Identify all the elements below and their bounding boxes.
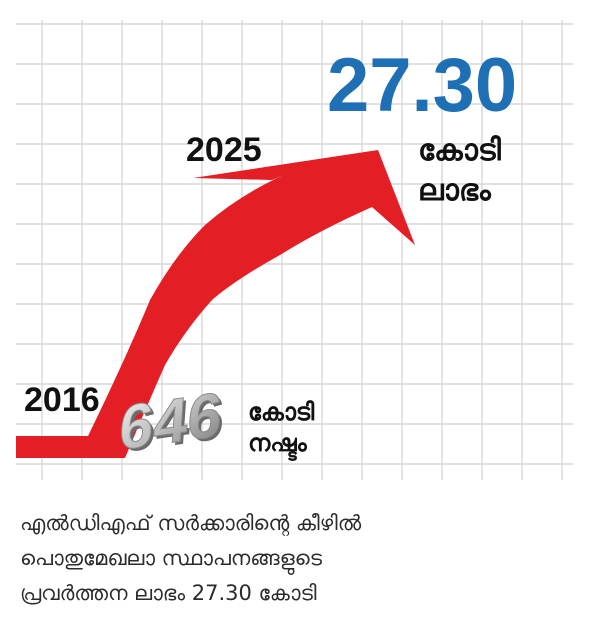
caption-line-2: പൊതുമേഖലാ സ്ഥാപനങ്ങളുടെ	[20, 546, 322, 570]
start-value-number: 646 646	[117, 379, 228, 467]
chart-grid	[16, 20, 573, 480]
start-unit-line1: കോടി	[248, 398, 315, 426]
start-value-text: 646	[117, 379, 224, 464]
start-year-label: 2016	[24, 381, 100, 419]
end-value-text: 27.30	[327, 43, 517, 128]
end-unit-line1: കോടി	[418, 133, 501, 168]
end-unit-line2: ലാഭം	[418, 173, 492, 208]
start-value-shadow: 646	[120, 382, 227, 467]
arrow-base	[16, 436, 124, 458]
profit-chart: 2016 646 646 കോടി നഷ്ടം 2025 27.30 കോടി …	[16, 20, 573, 480]
start-unit-line2: നഷ്ടം	[248, 429, 308, 462]
end-year-label: 2025	[186, 131, 262, 169]
caption: എൽഡിഎഫ് സർക്കാരിന്റെ കീഴിൽ പൊതുമേഖലാ സ്ഥ…	[20, 506, 575, 611]
caption-line-3: പ്രവർത്തന ലാഭം 27.30 കോടി	[20, 581, 317, 605]
caption-line-1: എൽഡിഎഫ് സർക്കാരിന്റെ കീഴിൽ	[20, 511, 362, 535]
growth-arrow	[16, 150, 415, 458]
